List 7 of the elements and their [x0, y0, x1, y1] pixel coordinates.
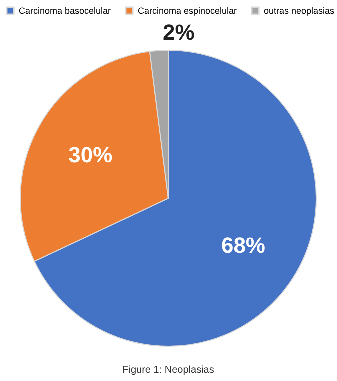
- legend-label: outras neoplasias: [264, 6, 336, 16]
- legend-label: Carcinoma basocelular: [19, 6, 112, 16]
- data-label: 30%: [68, 142, 113, 168]
- legend-label: Carcinoma espinocelular: [138, 6, 238, 16]
- caption: Figure 1: Neoplasias: [122, 365, 214, 376]
- data-label: 2%: [163, 20, 195, 45]
- data-label: 68%: [221, 233, 266, 258]
